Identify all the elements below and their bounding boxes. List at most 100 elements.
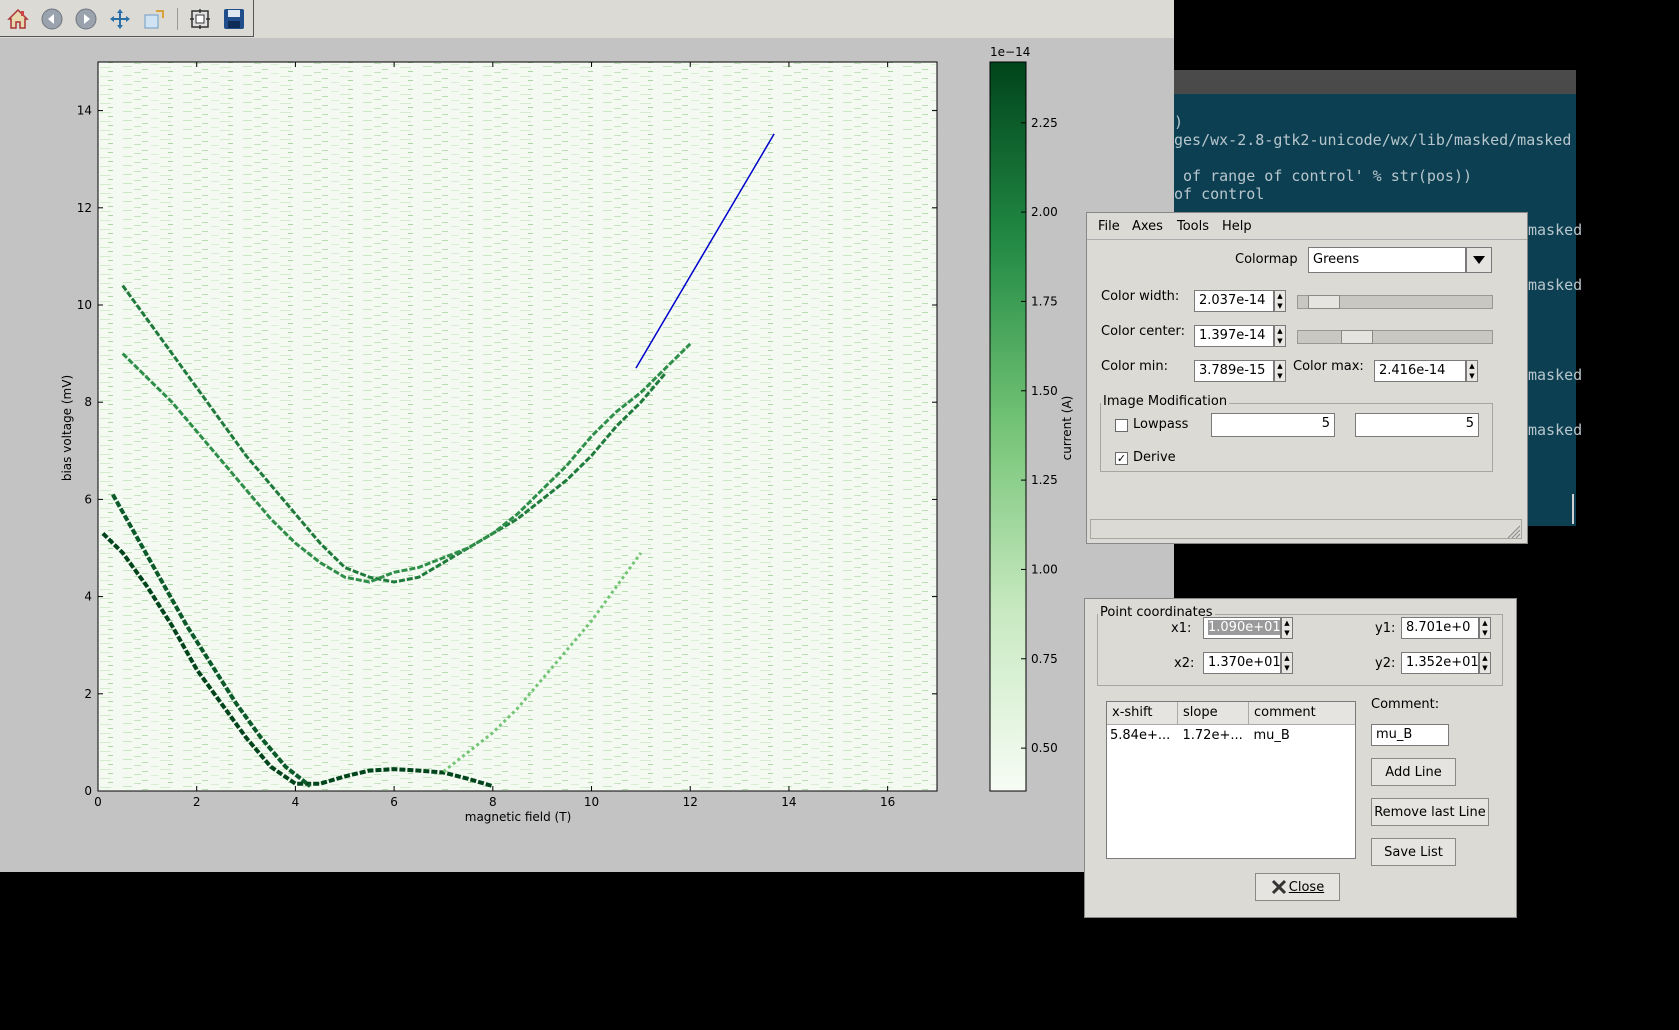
- table-cell: 5.84e+...: [1110, 727, 1171, 743]
- color-width-input[interactable]: 2.037e-14: [1194, 290, 1274, 312]
- menu-file[interactable]: File: [1098, 219, 1120, 234]
- plot-figure: 0 2 4 6 8 10 12 14 16 0 2 4 6 8 10 12 14 magnetic field…: [60, 45, 1074, 824]
- home-icon[interactable]: [5, 6, 31, 32]
- color-min-spinner[interactable]: ▲ ▼: [1274, 360, 1286, 382]
- x-tick-label: 4: [292, 795, 300, 809]
- x2-label: x2:: [1174, 656, 1195, 671]
- derive-checkbox[interactable]: ✓: [1115, 452, 1128, 465]
- x1-spinner[interactable]: ▲ ▼: [1281, 617, 1293, 639]
- point-coordinates-group: [1097, 614, 1503, 686]
- menu-help[interactable]: Help: [1222, 219, 1252, 234]
- colorbar-label: current (A): [1060, 396, 1074, 461]
- color-center-slider[interactable]: [1297, 330, 1493, 344]
- x1-label: x1:: [1171, 621, 1192, 636]
- table-row[interactable]: 5.84e+... 1.72e+... mu_B: [1107, 724, 1355, 746]
- colormap-dialog: File Axes Tools Help Colormap Greens Col…: [1086, 212, 1528, 544]
- colorbar-tick-label: 1.00: [1031, 562, 1058, 576]
- lowpass-input-1[interactable]: 5: [1211, 413, 1335, 437]
- x-axis: 0 2 4 6 8 10 12 14 16: [94, 62, 895, 809]
- y1-input[interactable]: 8.701e+0: [1401, 617, 1479, 639]
- forward-icon[interactable]: [73, 6, 99, 32]
- data-trace: [101, 531, 494, 789]
- terminal-titlebar[interactable]: [1174, 70, 1576, 94]
- terminal-cursor: [1572, 494, 1574, 524]
- y-tick-label: 8: [84, 395, 92, 409]
- data-trace: [442, 551, 643, 773]
- column-header-slope[interactable]: slope: [1177, 702, 1249, 725]
- table-cell: mu_B: [1253, 727, 1290, 743]
- back-icon[interactable]: [39, 6, 65, 32]
- x-tick-label: 14: [781, 795, 796, 809]
- colorbar-tick-label: 2.25: [1031, 116, 1058, 130]
- table-cell: 1.72e+...: [1182, 727, 1243, 743]
- lowpass-checkbox[interactable]: [1115, 419, 1128, 432]
- color-max-label: Color max:: [1293, 359, 1364, 374]
- y-tick-label: 10: [77, 298, 92, 312]
- x1-value: 1.090e+01: [1208, 620, 1281, 635]
- drawn-line[interactable]: [635, 133, 775, 369]
- x2-input[interactable]: 1.370e+01: [1203, 652, 1281, 674]
- menubar: [1087, 213, 1527, 240]
- y1-spinner[interactable]: ▲ ▼: [1479, 617, 1491, 639]
- menu-axes[interactable]: Axes: [1132, 219, 1163, 234]
- line-list[interactable]: x-shift slope comment 5.84e+... 1.72e+..…: [1106, 701, 1356, 859]
- y2-spinner[interactable]: ▲ ▼: [1479, 652, 1491, 674]
- x-axis-label: magnetic field (T): [465, 810, 572, 824]
- image-modification-group: [1100, 403, 1493, 472]
- remove-last-line-button[interactable]: Remove last Line: [1371, 798, 1489, 826]
- comment-input[interactable]: mu_B: [1371, 724, 1449, 746]
- terminal-line: ): [1174, 113, 1184, 131]
- plot-area[interactable]: [97, 61, 938, 792]
- color-min-label: Color min:: [1101, 359, 1168, 374]
- lowpass-input-2[interactable]: 5: [1355, 413, 1479, 437]
- x-tick-label: 10: [584, 795, 599, 809]
- colormap-label: Colormap: [1235, 252, 1298, 267]
- colorbar-tick-label: 1.75: [1031, 294, 1058, 308]
- y-tick-label: 2: [84, 687, 92, 701]
- y-tick-label: 12: [77, 201, 92, 215]
- close-icon: [1271, 879, 1286, 895]
- close-button-label: Close: [1288, 879, 1325, 895]
- status-bar: [1090, 519, 1522, 539]
- slider-thumb[interactable]: [1340, 330, 1373, 344]
- color-width-spinner[interactable]: ▲ ▼: [1274, 290, 1286, 312]
- terminal-line: ges/wx-2.8-gtk2-unicode/wx/lib/masked/ma…: [1174, 131, 1572, 149]
- colormap-select[interactable]: Greens: [1308, 247, 1466, 273]
- point-coordinates-dialog: Point coordinates x1: 1.090e+01 ▲ ▼ y1: 8…: [1084, 598, 1517, 918]
- close-button[interactable]: Close: [1255, 873, 1340, 901]
- resize-grip-icon[interactable]: [1507, 525, 1521, 539]
- subplots-icon[interactable]: [187, 6, 213, 32]
- pan-icon[interactable]: [107, 6, 133, 32]
- color-max-input[interactable]: 2.416e-14: [1374, 360, 1466, 382]
- terminal-line: of control: [1174, 185, 1265, 203]
- x1-input[interactable]: 1.090e+01: [1203, 617, 1281, 639]
- x-tick-label: 8: [489, 795, 497, 809]
- x-tick-label: 0: [94, 795, 102, 809]
- terminal-line: of range of control' % str(pos)): [1174, 167, 1473, 185]
- color-center-spinner[interactable]: ▲ ▼: [1274, 325, 1286, 347]
- colorbar-tick-label: 2.00: [1031, 205, 1058, 219]
- color-center-input[interactable]: 1.397e-14: [1194, 325, 1274, 347]
- color-min-input[interactable]: 3.789e-15: [1194, 360, 1274, 382]
- menu-tools[interactable]: Tools: [1177, 219, 1210, 234]
- x-tick-label: 6: [390, 795, 398, 809]
- zoom-icon[interactable]: [141, 6, 167, 32]
- data-trace: [121, 342, 692, 584]
- save-icon[interactable]: [221, 6, 247, 32]
- y-axis: 0 2 4 6 8 10 12 14: [77, 104, 937, 798]
- save-list-button[interactable]: Save List: [1371, 838, 1456, 866]
- column-header-comment[interactable]: comment: [1248, 702, 1355, 725]
- colorbar-tick-label: 0.50: [1031, 741, 1058, 755]
- x2-spinner[interactable]: ▲ ▼: [1281, 652, 1293, 674]
- add-line-button[interactable]: Add Line: [1371, 758, 1456, 786]
- y2-input[interactable]: 1.352e+01: [1401, 652, 1479, 674]
- point-coordinates-title: Point coordinates: [1098, 605, 1215, 620]
- comment-label: Comment:: [1371, 697, 1440, 712]
- y1-label: y1:: [1375, 621, 1396, 636]
- color-width-slider[interactable]: [1297, 295, 1493, 309]
- slider-thumb[interactable]: [1307, 295, 1340, 309]
- toolbar-frame: [0, 0, 254, 37]
- color-max-spinner[interactable]: ▲ ▼: [1466, 360, 1478, 382]
- column-header-x-shift[interactable]: x-shift: [1107, 702, 1178, 725]
- chevron-down-icon[interactable]: [1466, 247, 1492, 273]
